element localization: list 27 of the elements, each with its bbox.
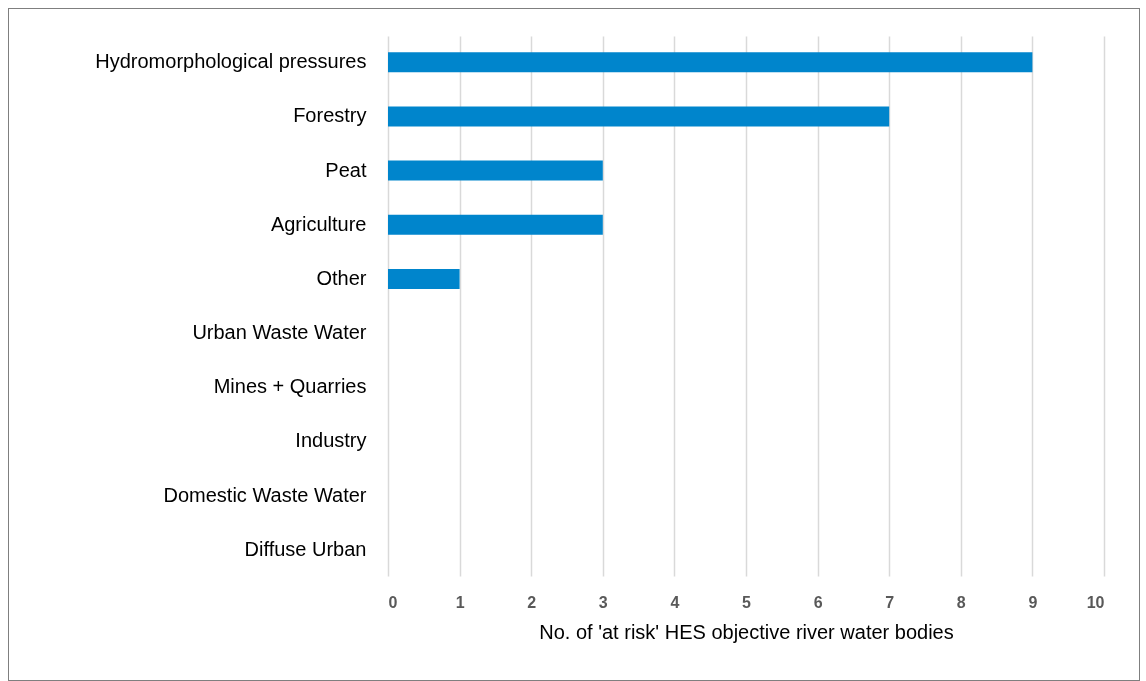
x-tick-label: 4: [670, 593, 680, 611]
bar: [388, 52, 1033, 73]
x-tick-label: 6: [813, 593, 823, 611]
y-tick-label: Other: [316, 266, 367, 289]
y-tick-label: Forestry: [293, 104, 367, 127]
x-tick-label: 2: [527, 593, 537, 611]
y-tick-label: Diffuse Urban: [244, 537, 367, 560]
bar: [388, 106, 890, 127]
x-axis-title: No. of 'at risk' HES objective river water bodies: [539, 620, 954, 643]
y-tick-label: Hydromorphological pressures: [95, 50, 367, 73]
y-tick-label: Domestic Waste Water: [163, 483, 367, 506]
bar: [388, 160, 603, 181]
x-tick-label: 10: [1086, 593, 1105, 611]
x-tick-label: 0: [388, 593, 398, 611]
y-tick-label: Industry: [295, 429, 367, 452]
bar: [388, 268, 460, 289]
y-tick-label: Peat: [325, 158, 367, 181]
y-tick-label: Urban Waste Water: [192, 321, 367, 344]
x-tick-label: 9: [1028, 593, 1038, 611]
x-tick-label: 7: [885, 593, 895, 611]
x-tick-label: 5: [742, 593, 752, 611]
y-tick-label: Agriculture: [270, 212, 367, 235]
x-tick-label: 1: [455, 593, 465, 611]
y-tick-label: Mines + Quarries: [213, 375, 367, 398]
bar: [388, 214, 603, 235]
x-tick-label: 8: [956, 593, 966, 611]
x-tick-label: 3: [598, 593, 608, 611]
